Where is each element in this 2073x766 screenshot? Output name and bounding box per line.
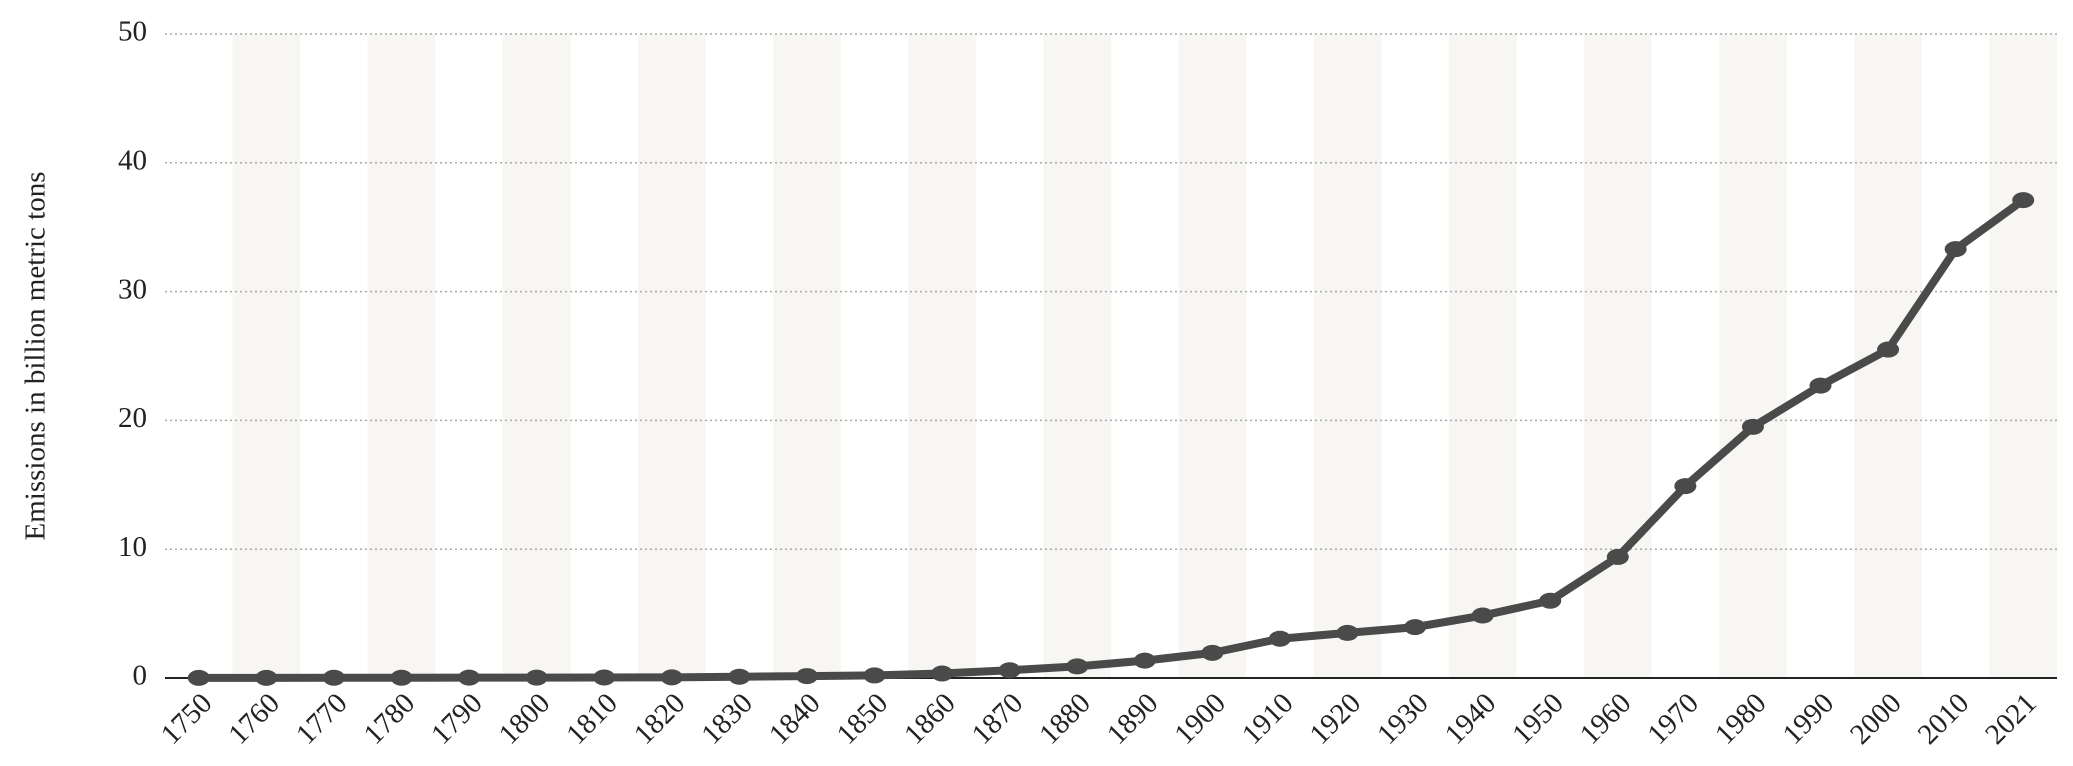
- x-tick-label: 2000: [1844, 687, 1908, 751]
- x-tick-label: 1850: [831, 687, 895, 751]
- x-tick-label: 1840: [763, 687, 827, 751]
- point: [1268, 630, 1291, 647]
- band: [232, 34, 301, 678]
- x-tick-label: 1790: [425, 687, 489, 751]
- band: [773, 34, 841, 678]
- point: [187, 669, 210, 686]
- x-tick-label: 2010: [1912, 687, 1976, 751]
- point: [322, 669, 345, 686]
- point: [458, 669, 481, 686]
- point: [1404, 619, 1427, 636]
- y-tick-label: 10: [118, 531, 147, 563]
- x-tick-label: 2021: [1979, 687, 2043, 751]
- y-tick-label: 0: [133, 660, 148, 692]
- point: [1606, 548, 1629, 565]
- x-tick-label: 1920: [1304, 687, 1368, 751]
- point: [1471, 607, 1494, 624]
- x-tick-label: 1980: [1709, 687, 1773, 751]
- point: [931, 665, 954, 682]
- x-tick-label: 1940: [1439, 687, 1503, 751]
- x-tick-label: 1760: [222, 687, 286, 751]
- band: [1043, 34, 1111, 678]
- band: [1989, 34, 2057, 678]
- point: [863, 667, 886, 684]
- x-tick-label: 1900: [1168, 687, 1232, 751]
- y-tick-label: 20: [118, 402, 147, 434]
- point: [1539, 592, 1562, 609]
- point: [1741, 418, 1764, 435]
- band: [638, 34, 706, 678]
- x-tick-label: 1820: [628, 687, 692, 751]
- point: [1877, 341, 1900, 358]
- x-tick-label: 1780: [358, 687, 422, 751]
- x-tick-label: 1870: [966, 687, 1030, 751]
- point: [1809, 377, 1832, 394]
- x-tick-label: 1930: [1371, 687, 1435, 751]
- band: [1448, 34, 1517, 678]
- x-tick-label: 1800: [493, 687, 557, 751]
- y-tick-label: 40: [118, 144, 147, 176]
- point: [390, 669, 413, 686]
- band: [1178, 34, 1247, 678]
- x-tick-label: 1970: [1641, 687, 1705, 751]
- point: [1944, 241, 1967, 258]
- point: [1066, 658, 1089, 675]
- point: [525, 669, 548, 686]
- point: [728, 668, 751, 685]
- y-tick-label: 50: [118, 16, 147, 48]
- y-tick-label: 30: [118, 273, 147, 305]
- x-tick-label: 1890: [1101, 687, 1165, 751]
- point: [1133, 652, 1156, 669]
- point: [795, 668, 818, 685]
- band: [1313, 34, 1382, 678]
- x-tick-label: 1910: [1236, 687, 1300, 751]
- point: [1201, 644, 1224, 661]
- x-tick-label: 1810: [560, 687, 624, 751]
- point: [1674, 478, 1697, 495]
- point: [660, 669, 683, 686]
- line: [198, 196, 2026, 682]
- band: [502, 34, 571, 678]
- x-tick-label: 1880: [1033, 687, 1097, 751]
- x-tick-label: 1990: [1777, 687, 1841, 751]
- x-tick-label: 1960: [1574, 687, 1638, 751]
- point: [1336, 624, 1359, 641]
- x-tick-label: 1830: [695, 687, 759, 751]
- point: [998, 662, 1021, 679]
- point: [2012, 192, 2035, 209]
- x-tick-label: 1950: [1506, 687, 1570, 751]
- point: [255, 669, 278, 686]
- band: [1719, 34, 1787, 678]
- band: [1584, 34, 1652, 678]
- x-tick-label: 1750: [155, 687, 219, 751]
- y-axis-label: Emissions in billion metric tons: [20, 172, 52, 541]
- band: [908, 34, 976, 678]
- band: [367, 34, 436, 678]
- point: [593, 669, 616, 686]
- x-tick-label: 1770: [290, 687, 354, 751]
- x-tick-label: 1860: [898, 687, 962, 751]
